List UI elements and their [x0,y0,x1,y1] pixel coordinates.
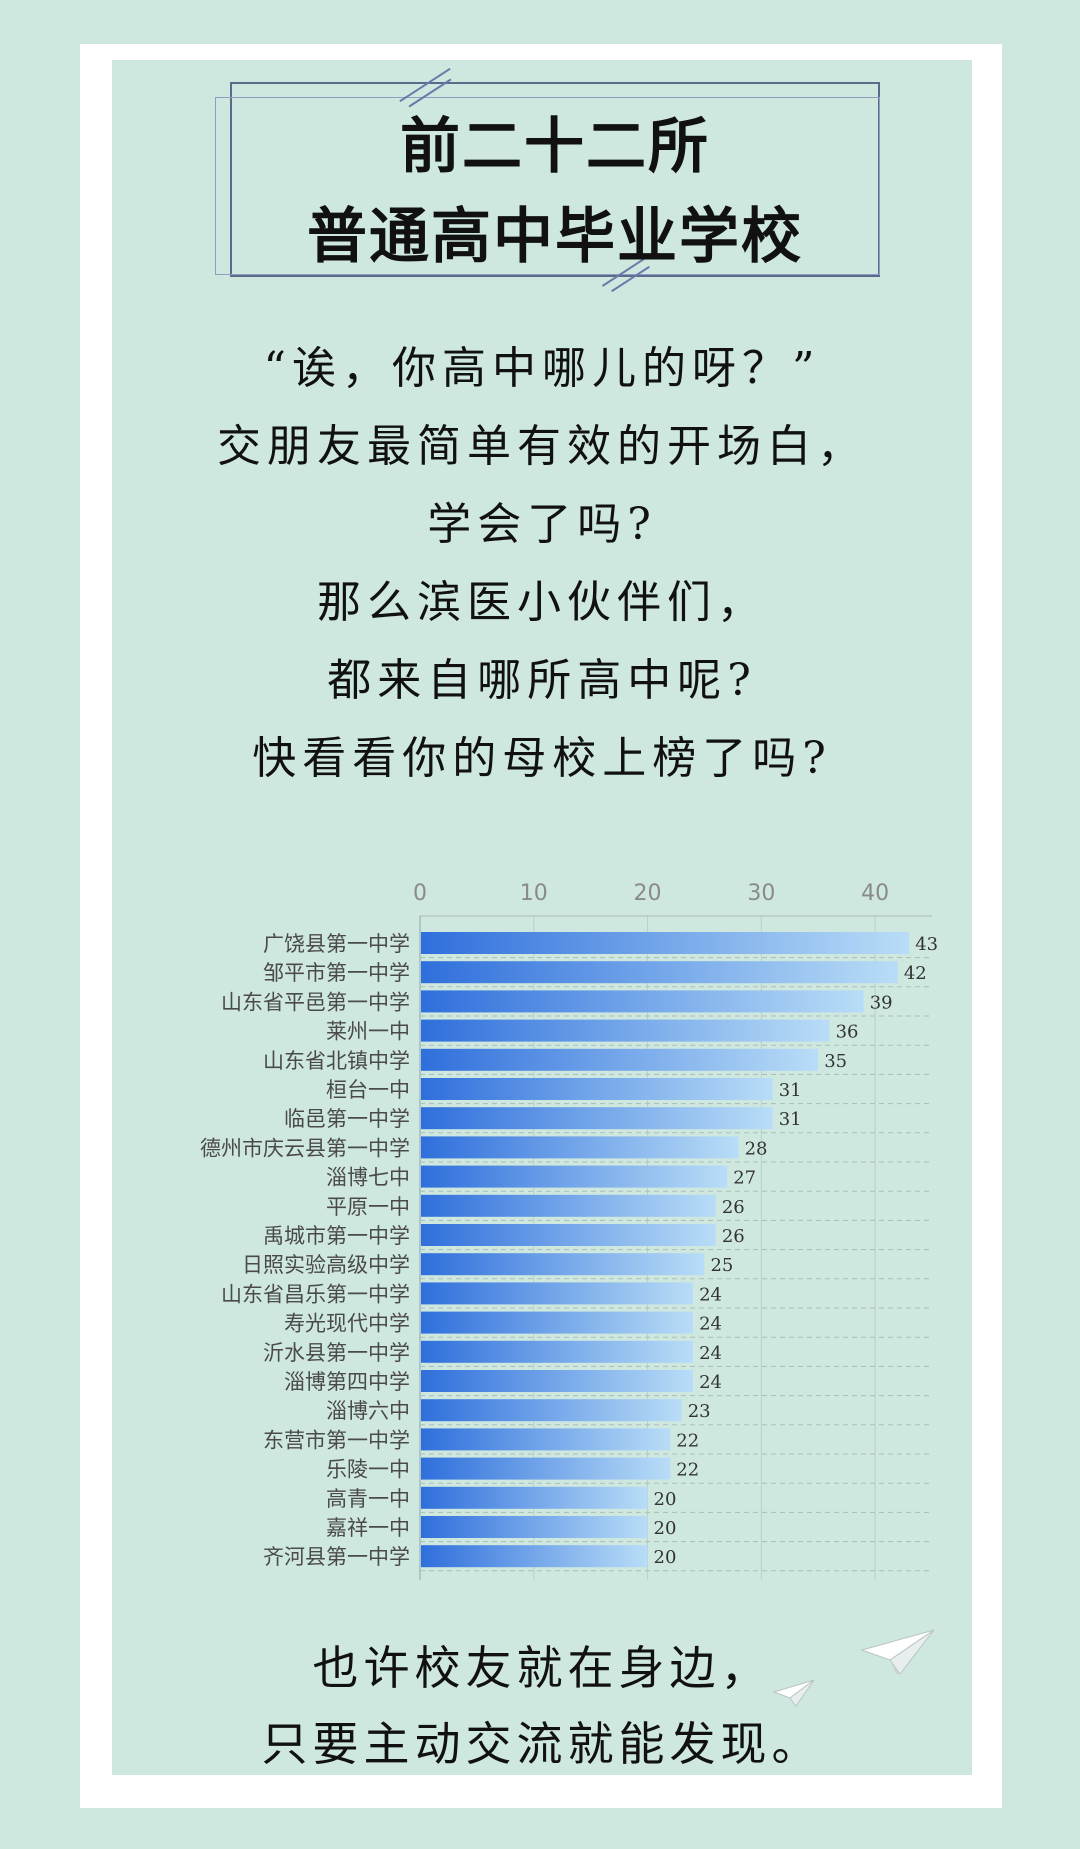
outro-line-2: 只要主动交流就能发现。 [261,1717,823,1771]
bar [421,1311,694,1334]
x-tick-label: 40 [861,881,889,906]
category-label: 东营市第一中学 [263,1428,410,1452]
category-label: 禹城市第一中学 [263,1224,410,1248]
bar [421,1224,716,1246]
value-label: 35 [824,1051,847,1072]
value-label: 23 [688,1401,711,1422]
bar [421,1486,648,1509]
category-label: 桓台一中 [326,1078,410,1102]
bar [421,1019,830,1042]
bar [421,1399,682,1422]
bar [421,990,864,1013]
bar [421,1370,694,1392]
category-label: 齐河县第一中学 [263,1545,410,1569]
value-label: 26 [722,1226,745,1247]
value-label: 43 [915,934,938,955]
bar [421,961,898,984]
category-label: 沂水县第一中学 [263,1341,410,1365]
intro-line-4: 那么滨医小伙伴们， [317,577,767,628]
category-label: 临邑第一中学 [284,1107,410,1131]
value-label: 25 [710,1255,733,1276]
x-tick-label: 10 [520,881,548,906]
paper-plane-icon [772,1679,815,1707]
bar [421,1136,739,1159]
bar [421,1457,671,1480]
page-title-line-1: 前二十二所 [400,112,710,182]
bar [421,1545,648,1568]
bar [421,932,910,954]
bar [421,1428,671,1451]
bar [421,1048,819,1071]
category-label: 山东省北镇中学 [263,1049,410,1073]
value-label: 27 [733,1168,756,1189]
x-tick-label: 30 [747,881,775,906]
bar [421,1194,716,1217]
x-tick-label: 0 [413,881,427,906]
value-label: 24 [699,1343,722,1364]
category-label: 德州市庆云县第一中学 [200,1136,410,1160]
value-label: 26 [722,1197,745,1218]
value-label: 24 [699,1372,722,1393]
bar [421,1253,705,1276]
value-label: 36 [836,1022,859,1043]
value-label: 42 [904,963,927,984]
value-label: 24 [699,1314,722,1335]
value-label: 20 [654,1547,677,1568]
bar [421,1165,728,1188]
value-label: 20 [654,1518,677,1539]
outro-line-1: 也许校友就在身边， [312,1641,772,1695]
category-label: 嘉祥一中 [326,1516,410,1540]
category-label: 山东省平邑第一中学 [221,990,410,1014]
category-label: 莱州一中 [326,1020,410,1044]
category-label: 寿光现代中学 [284,1312,410,1336]
bar-chart: 0 10 20 30 40 广饶县第一中学 43 邹平市第一中学 42 山东省平邑第一中学 39 莱州… [200,881,938,1580]
bar [421,1340,694,1363]
value-label: 22 [676,1430,699,1451]
paper-plane-icon [860,1629,935,1675]
value-label: 39 [870,992,893,1013]
value-label: 20 [654,1489,677,1510]
category-label: 高青一中 [326,1487,410,1511]
value-label: 31 [779,1080,802,1101]
value-label: 24 [699,1284,722,1305]
intro-line-5: 都来自哪所高中呢? [327,655,757,706]
category-label: 淄博七中 [326,1166,410,1190]
page-title-line-2: 普通高中毕业学校 [307,202,803,272]
value-label: 22 [676,1460,699,1481]
category-label: 日照实验高级中学 [242,1253,410,1277]
intro-line-2: 交朋友最简单有效的开场白， [217,421,867,472]
bar [421,1107,773,1130]
category-label: 广饶县第一中学 [263,932,410,956]
category-label: 平原一中 [326,1195,410,1219]
category-label: 乐陵一中 [326,1458,410,1482]
intro-line-1: “诶，你高中哪儿的呀？” [263,343,821,394]
value-label: 31 [779,1109,802,1130]
value-label: 28 [745,1138,768,1159]
category-label: 淄博六中 [326,1399,410,1423]
intro-line-6: 快看看你的母校上榜了吗? [252,733,832,784]
intro-line-3: 学会了吗? [427,499,657,550]
title-box-inner-border [215,97,880,275]
category-label: 邹平市第一中学 [263,961,410,985]
bar [421,1078,773,1100]
category-label: 淄博第四中学 [284,1370,410,1394]
category-label: 山东省昌乐第一中学 [221,1282,410,1306]
bar [421,1282,694,1305]
bar [421,1516,648,1538]
x-tick-label: 20 [634,881,662,906]
